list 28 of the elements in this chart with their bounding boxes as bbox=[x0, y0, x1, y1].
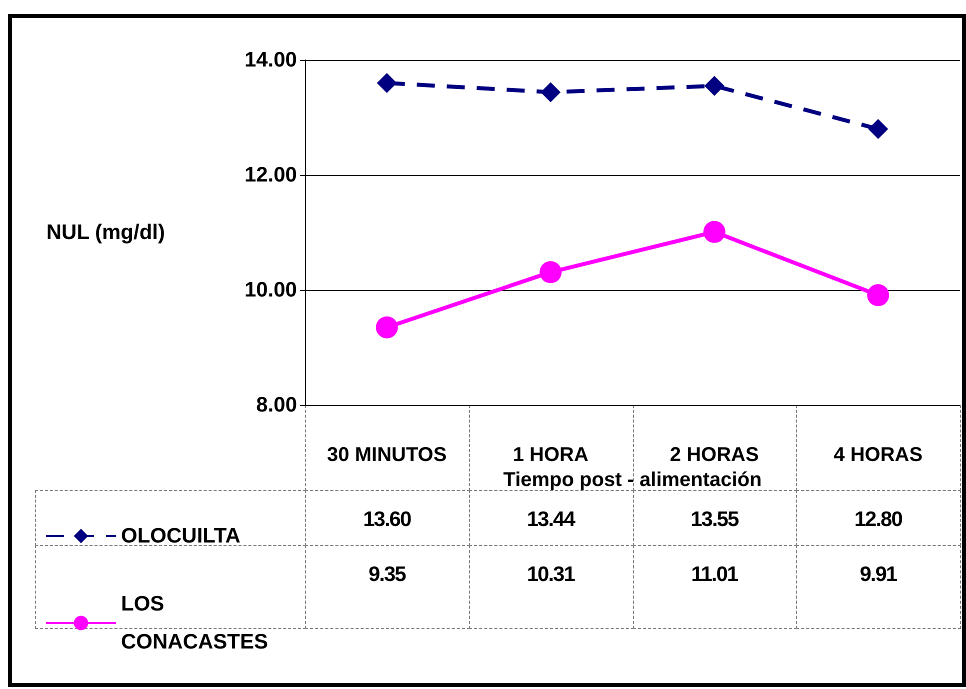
y-tick-label: 10.00 bbox=[244, 278, 297, 302]
data-label: 12.80 bbox=[853, 508, 903, 532]
point bbox=[376, 316, 398, 338]
y-tick-label: 8.00 bbox=[256, 394, 297, 416]
x-tick-label: 30 MINUTOS bbox=[327, 444, 447, 466]
point bbox=[703, 220, 726, 243]
y-axis-title: NUL (mg/dl) bbox=[46, 221, 165, 244]
legend-label: OLOCUILTA bbox=[121, 524, 240, 548]
point bbox=[376, 73, 397, 93]
y-tick-label: 14.00 bbox=[244, 48, 297, 72]
point bbox=[867, 284, 890, 306]
x-tick-label: 2 HORAS bbox=[670, 444, 759, 466]
point bbox=[540, 261, 562, 284]
data-label: 13.55 bbox=[690, 508, 740, 532]
x-tick-label: 4 HORAS bbox=[834, 444, 923, 466]
data-label: 9.35 bbox=[367, 563, 407, 587]
point bbox=[868, 119, 888, 139]
point bbox=[540, 82, 561, 102]
x-axis-title: Tiempo post - alimentación bbox=[503, 468, 762, 491]
point bbox=[704, 76, 724, 96]
data-label: 11.01 bbox=[690, 563, 739, 587]
data-label: 13.44 bbox=[526, 508, 576, 532]
y-tick-label: 12.00 bbox=[244, 164, 297, 186]
x-tick-label: 1 HORA bbox=[512, 444, 588, 466]
data-label: 10.31 bbox=[526, 563, 576, 587]
legend-label: LOS CONACASTES bbox=[121, 592, 268, 654]
data-label: 13.60 bbox=[362, 508, 412, 532]
data-label: 9.91 bbox=[858, 563, 898, 587]
